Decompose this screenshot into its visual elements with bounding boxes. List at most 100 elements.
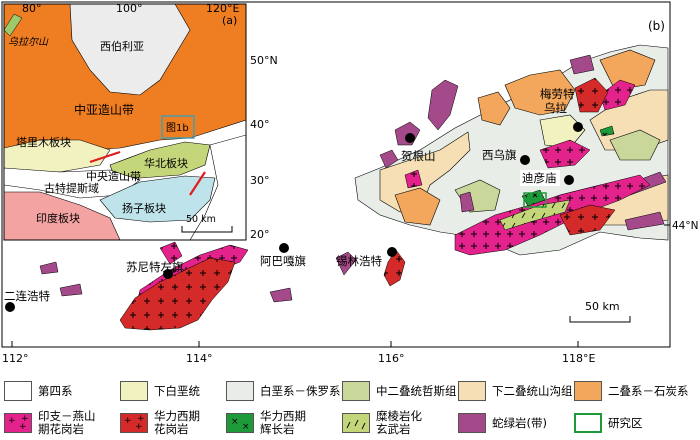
legend-swatch <box>458 413 486 433</box>
inset-urals-strip <box>4 13 23 37</box>
place-diyanmiao-bg <box>520 170 560 186</box>
legend-swatch <box>574 413 602 433</box>
inset-label-urals: 乌拉尔山 <box>8 36 49 48</box>
inset-figure-ref: 图1b <box>166 122 189 134</box>
inset-map: (a) 西伯利亚 中亚造山带 乌拉尔山 塔里木板块 华北板块 中央造山带 古特提… <box>3 2 278 241</box>
unit-permo-carboniferous-4 <box>599 49 656 91</box>
gabbro-1 <box>521 189 546 207</box>
legend-swatch <box>342 413 370 433</box>
city-dot-diyanmiao <box>564 175 574 185</box>
legend-swatch <box>342 381 370 401</box>
inset-lat-40: 40° <box>250 118 270 131</box>
legend-swatch <box>574 381 602 401</box>
legend-label: 研究区 <box>608 415 643 430</box>
place-diyanmiao: 迪彦庙 <box>522 171 557 185</box>
legend-swatch <box>4 381 32 401</box>
ophiolite-8 <box>269 287 293 303</box>
main-scale-label: 50 km <box>585 300 620 313</box>
legend-item-lower-cretaceous: 下白垩统 <box>120 376 200 406</box>
inset-study-box <box>161 115 195 139</box>
legend-item-zhesi: 中二叠统哲斯组 <box>342 376 457 406</box>
city-dots <box>5 122 583 312</box>
svg-text:×: × <box>242 422 250 432</box>
legend-label: 华力西期 花岗岩 <box>154 409 200 436</box>
legend-swatch: + + + <box>4 413 32 433</box>
legend-item-quaternary: 第四系 <box>4 376 73 406</box>
inset-siberia <box>69 4 191 96</box>
legend-swatch <box>226 381 254 401</box>
unit-permo-carboniferous-3 <box>394 187 441 226</box>
granite-hercynian-1 <box>119 257 236 331</box>
unit-zhesi-2 <box>609 129 661 161</box>
lon-tick-114: 114° <box>186 352 213 365</box>
ophiolite-4 <box>459 191 475 213</box>
inset-panel-label: (a) <box>222 14 237 27</box>
place-hegenshan: 贺根山 <box>401 149 436 163</box>
legend-item-ophiolite: 蛇绿岩(带) <box>458 408 547 438</box>
ophiolite-10 <box>624 211 665 231</box>
inset-frame <box>3 3 247 241</box>
geologic-map: 梅劳特 乌拉 贺根山 西乌旗 迪彦庙 阿巴嘎旗 锡林浩特 苏尼特左旗 二连浩特 … <box>1 1 698 365</box>
unit-permo-carboniferous-1 <box>504 69 576 116</box>
ophiolite-5 <box>335 251 357 276</box>
city-dot-abagaqi <box>279 243 289 253</box>
place-meilaotewula-2: 乌拉 <box>544 101 567 115</box>
place-abagaqi: 阿巴嘎旗 <box>260 254 306 268</box>
legend-swatch <box>458 381 486 401</box>
svg-text:+: + <box>137 414 145 424</box>
legend: 第四系 下白垩统 白垩系－侏罗系 中二叠统哲斯组 下二叠统山沟组 二叠系－石炭系… <box>0 372 700 440</box>
inset-ocean <box>189 134 246 240</box>
place-meilaotewula-1: 梅劳特 <box>540 87 575 101</box>
svg-text:+: + <box>124 416 132 426</box>
svg-text:+: + <box>8 416 16 426</box>
lon-tick-116: 116° <box>378 352 405 365</box>
unit-permo-carboniferous-2 <box>477 91 511 126</box>
legend-item-indosinian-granite: + + + 印支－燕山 期花岗岩 <box>4 408 96 438</box>
inset-label-yangtze: 扬子板块 <box>122 201 166 215</box>
inset-lon-120: 120°E <box>206 2 239 15</box>
place-erlianhot: 二连浩特 <box>4 289 50 303</box>
granite-indosinian-5 <box>599 79 636 111</box>
inset-label-caob: 中亚造山带 <box>74 102 134 117</box>
city-dot-xilinhot <box>387 247 397 257</box>
city-dot-erlianhot <box>5 302 15 312</box>
inset-lat-20: 20° <box>250 228 270 241</box>
ophiolite-1 <box>427 79 459 131</box>
inset-lat-30: 30° <box>250 174 270 187</box>
inset-yangtze <box>99 175 216 223</box>
ophiolite-3 <box>379 149 399 169</box>
ophiolite-11 <box>569 54 595 75</box>
lat-tick-44: 44°N <box>672 220 698 232</box>
lon-tick-118: 118°E <box>562 352 595 365</box>
legend-label: 华力西期 辉长岩 <box>260 409 306 436</box>
main-panel-label: (b) <box>648 19 665 33</box>
svg-text:+: + <box>135 422 143 432</box>
city-dot-sunitezuoqi <box>163 269 173 279</box>
legend-label: 蛇绿岩(带) <box>492 415 547 430</box>
granite-hercynian-3 <box>574 77 609 113</box>
ophiolite-6 <box>39 261 59 275</box>
inset-label-tethys: 古特提斯域 <box>44 181 99 195</box>
place-xilinhot: 锡林浩特 <box>336 254 382 268</box>
inset-india <box>4 191 121 240</box>
legend-swatch <box>120 381 148 401</box>
inset-suture-2 <box>189 171 206 196</box>
legend-label: 下二叠统山沟组 <box>492 383 573 398</box>
legend-item-hercynian-granite: + + + 华力西期 花岗岩 <box>120 408 200 438</box>
legend-item-cretaceous-jurassic: 白垩系－侏罗系 <box>226 376 341 406</box>
inset-label-india: 印度板块 <box>36 211 80 225</box>
unit-shangou-1 <box>379 131 471 213</box>
place-sunitezuoqi: 苏尼特左旗 <box>126 260 184 274</box>
study-area-box <box>523 192 547 208</box>
svg-text:+: + <box>19 422 27 432</box>
legend-label: 印支－燕山 期花岗岩 <box>38 409 96 436</box>
lon-tick-112: 112° <box>2 352 29 365</box>
svg-text:+: + <box>21 414 29 424</box>
granite-indosinian-6 <box>404 169 423 189</box>
inset-lat-50: 50°N <box>250 54 278 67</box>
legend-label: 白垩系－侏罗系 <box>260 383 341 398</box>
inset-label-north-china: 华北板块 <box>144 156 188 170</box>
legend-swatch: × × <box>226 413 254 433</box>
legend-label: 中二叠统哲斯组 <box>376 383 457 398</box>
svg-text:×: × <box>231 417 239 427</box>
